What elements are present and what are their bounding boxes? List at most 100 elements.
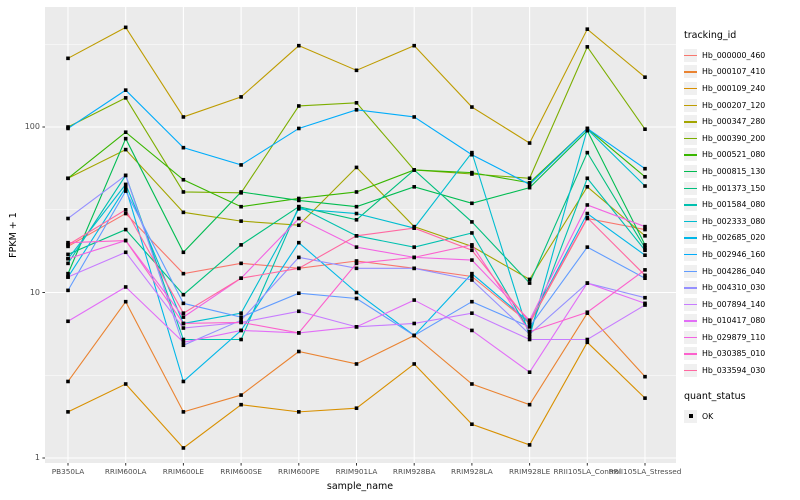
data-point xyxy=(181,321,186,326)
legend-item-label: Hb_000390_200 xyxy=(702,133,766,143)
series-line-swatch-icon xyxy=(684,347,697,361)
data-point xyxy=(66,410,70,414)
data-point xyxy=(123,25,128,30)
data-point xyxy=(123,182,128,187)
data-point xyxy=(470,258,474,262)
series-line-swatch-icon xyxy=(684,131,697,145)
data-point xyxy=(66,261,70,266)
data-point xyxy=(239,219,243,223)
data-point xyxy=(123,211,128,216)
data-point xyxy=(239,315,243,319)
data-point xyxy=(123,299,128,304)
data-point xyxy=(354,259,359,263)
data-point xyxy=(412,226,416,230)
data-point xyxy=(181,326,186,330)
data-point xyxy=(123,382,128,386)
data-point xyxy=(66,275,70,279)
data-point xyxy=(643,224,647,229)
data-point xyxy=(643,295,647,300)
legend-item: Hb_001373_150 xyxy=(684,180,798,197)
data-point xyxy=(123,173,128,178)
data-point xyxy=(470,243,474,247)
legend-item-label: Hb_010417_080 xyxy=(702,316,766,326)
data-point xyxy=(66,176,70,181)
data-point xyxy=(181,379,186,384)
legend-item: Hb_002946_160 xyxy=(684,246,798,263)
data-point xyxy=(643,234,647,238)
data-point xyxy=(181,190,186,194)
data-point xyxy=(297,104,301,108)
legend-item: Hb_000107_410 xyxy=(684,64,798,81)
data-point xyxy=(66,271,70,276)
data-point xyxy=(181,115,186,119)
data-point xyxy=(470,328,474,333)
data-point xyxy=(412,115,416,119)
data-point xyxy=(527,332,532,336)
data-point xyxy=(297,216,301,221)
data-point xyxy=(239,276,243,281)
data-point xyxy=(643,374,647,379)
data-point xyxy=(585,310,590,315)
data-point xyxy=(66,126,70,131)
data-point xyxy=(470,105,474,109)
legend-item: Hb_029879_110 xyxy=(684,329,798,346)
data-point xyxy=(239,337,243,342)
data-point xyxy=(585,27,590,31)
legend-item: Hb_010417_080 xyxy=(684,313,798,330)
data-point xyxy=(66,319,70,324)
series-line-swatch-icon xyxy=(684,98,697,112)
x-tick-label: RRIM901LA xyxy=(335,467,378,476)
data-point xyxy=(297,126,301,131)
data-point xyxy=(585,126,590,131)
data-point xyxy=(354,204,359,209)
data-point xyxy=(527,370,532,374)
data-point xyxy=(412,168,416,172)
legend-item-label: Hb_001584_080 xyxy=(702,200,766,210)
data-point xyxy=(181,410,186,414)
data-point xyxy=(239,204,243,209)
x-tick-label: RRII105LA_Stressed xyxy=(608,467,682,476)
data-point xyxy=(527,334,532,339)
data-point xyxy=(297,196,301,201)
data-point xyxy=(585,340,590,345)
legend-item: Hb_000521_080 xyxy=(684,147,798,164)
data-point xyxy=(123,185,128,190)
legend-item: Hb_030385_010 xyxy=(684,346,798,363)
legend-item-label: Hb_007894_140 xyxy=(702,299,766,309)
series-line-swatch-icon xyxy=(684,115,697,129)
data-point xyxy=(527,325,532,329)
x-tick-label: RRIM600PE xyxy=(278,467,320,476)
data-point xyxy=(527,176,532,181)
legend-item-label: Hb_004286_040 xyxy=(702,266,766,276)
data-point xyxy=(412,185,416,189)
legend-item-label: Hb_030385_010 xyxy=(702,349,766,359)
legend-item-label: Hb_000107_410 xyxy=(702,67,766,77)
data-point xyxy=(123,238,128,243)
data-point xyxy=(470,150,474,155)
data-point xyxy=(297,309,301,314)
data-point xyxy=(585,245,590,249)
data-point xyxy=(470,170,474,175)
legend-item-ok: OK xyxy=(684,408,798,425)
legend-item-label: Hb_001373_150 xyxy=(702,183,766,193)
data-point xyxy=(527,185,532,190)
series-line-swatch-icon xyxy=(684,214,697,228)
data-point xyxy=(123,88,128,92)
legend-item-label: Hb_000207_120 xyxy=(702,100,766,110)
data-point xyxy=(354,266,359,271)
data-point xyxy=(643,184,647,188)
data-point xyxy=(412,266,416,271)
data-point xyxy=(239,393,243,397)
data-point xyxy=(470,382,474,386)
series-line-swatch-icon xyxy=(684,364,697,378)
data-point xyxy=(412,255,416,260)
data-point xyxy=(527,443,532,447)
data-point xyxy=(66,243,70,247)
data-point xyxy=(181,301,186,306)
data-point xyxy=(297,43,301,48)
data-point xyxy=(643,166,647,171)
data-point xyxy=(527,329,532,334)
data-point xyxy=(643,273,647,278)
legend-item: Hb_001584_080 xyxy=(684,196,798,213)
